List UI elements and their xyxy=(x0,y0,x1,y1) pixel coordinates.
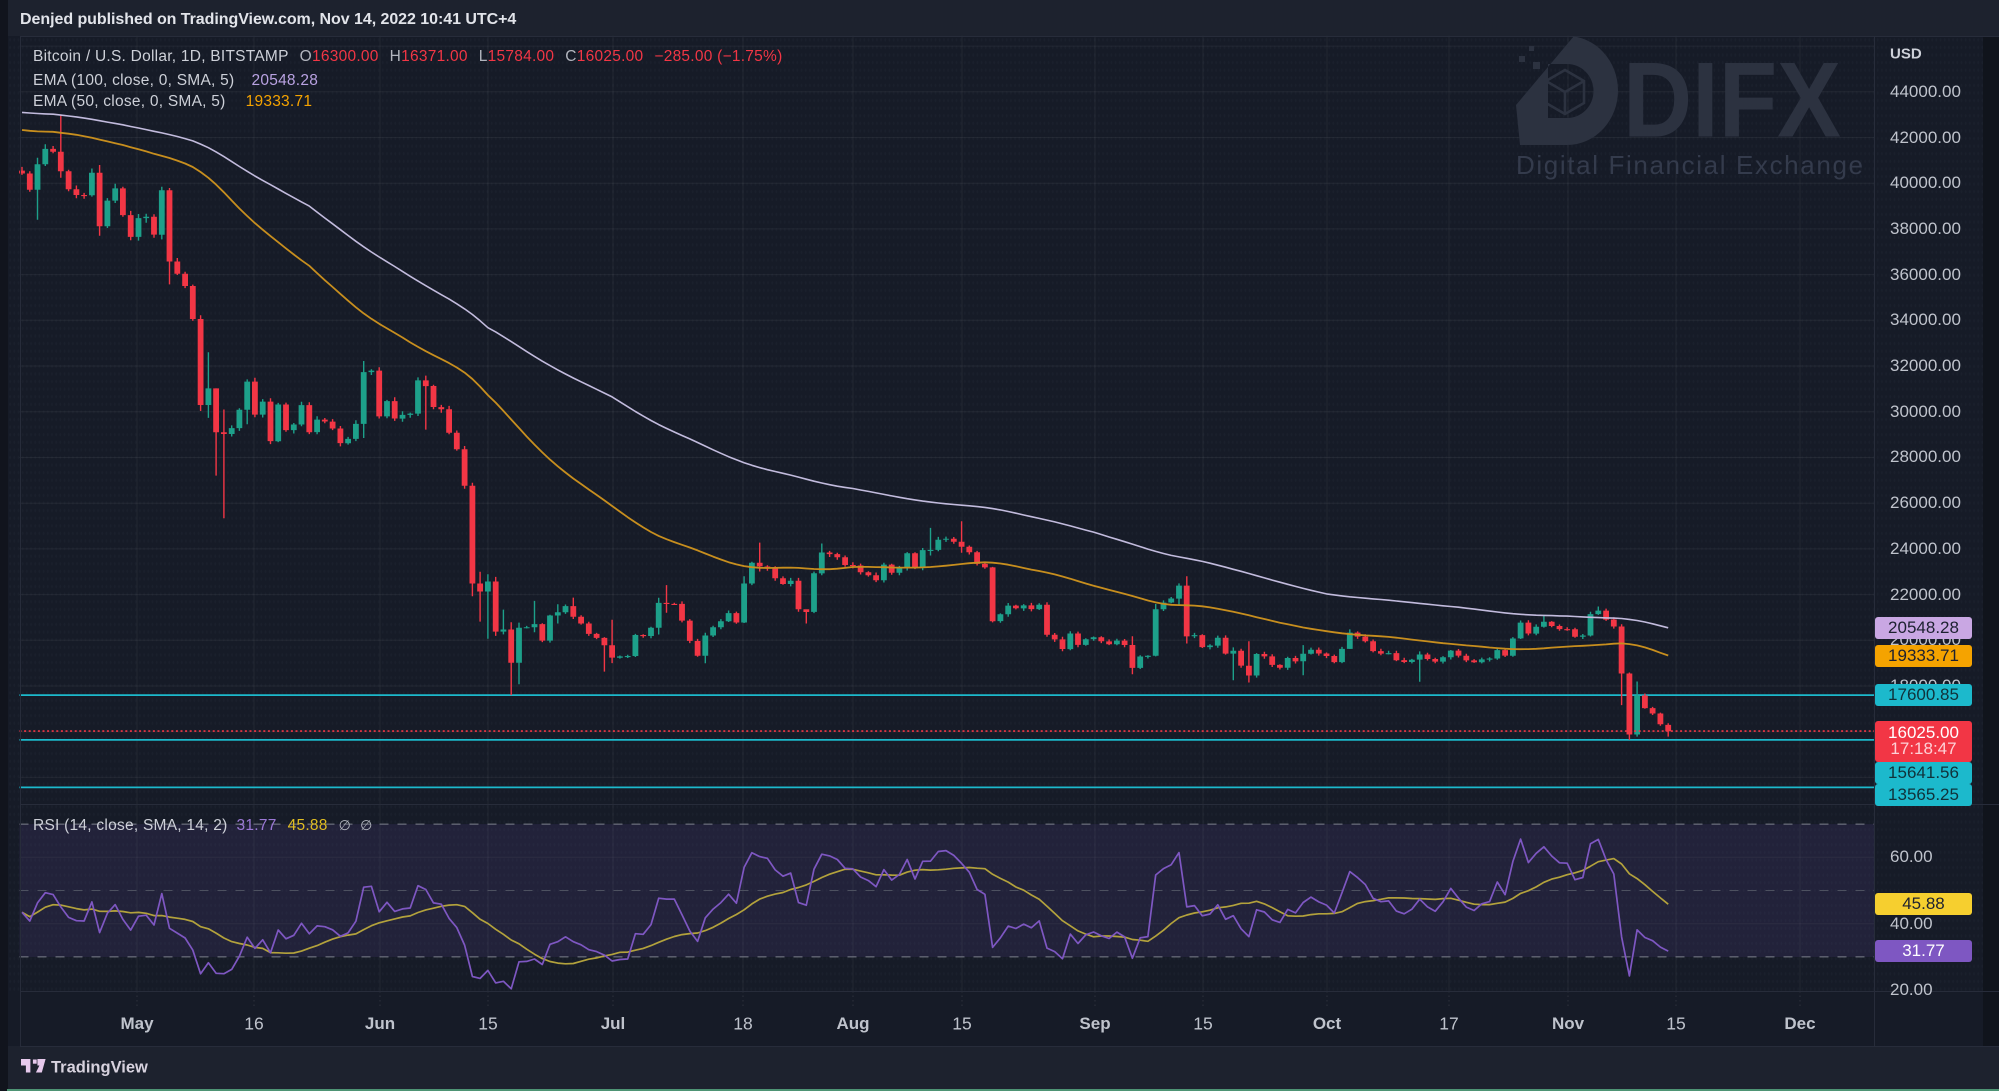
svg-text:TradingView: TradingView xyxy=(51,1059,148,1077)
svg-text:Digital Financial Exchange: Digital Financial Exchange xyxy=(1516,150,1863,180)
svg-text:DIFX: DIFX xyxy=(1623,40,1841,160)
